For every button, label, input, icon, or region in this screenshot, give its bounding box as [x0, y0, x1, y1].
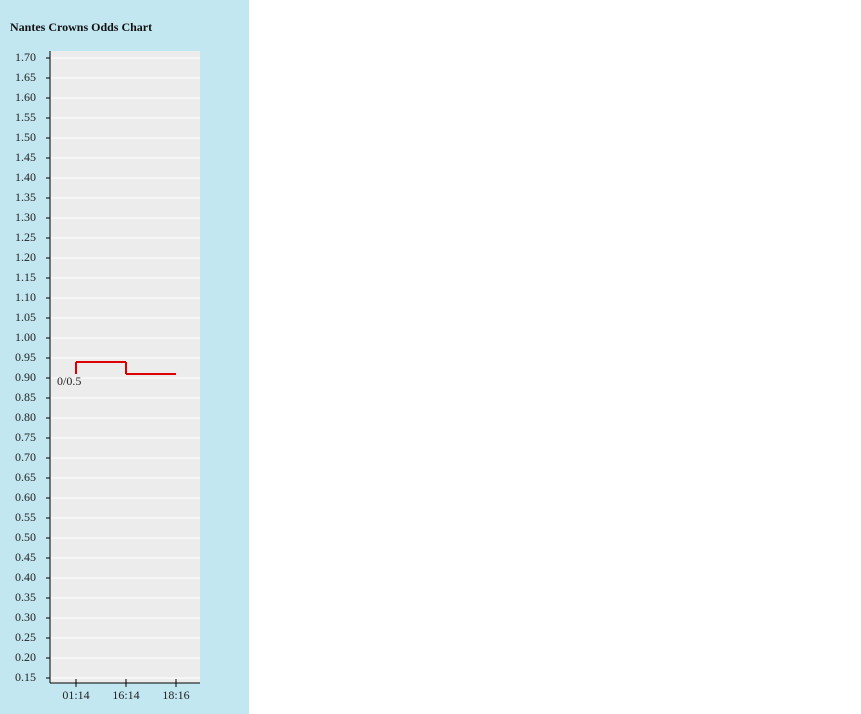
y-tick-label: 1.15: [15, 270, 36, 284]
y-tick-label: 1.40: [15, 170, 36, 184]
chart-title: Nantes Crowns Odds Chart: [10, 20, 152, 34]
y-tick-label: 0.65: [15, 470, 36, 484]
y-tick-label: 1.05: [15, 310, 36, 324]
y-tick-label: 1.30: [15, 210, 36, 224]
y-tick-label: 1.20: [15, 250, 36, 264]
y-tick-label: 0.15: [15, 670, 36, 684]
y-tick-label: 0.55: [15, 510, 36, 524]
x-tick-label: 01:14: [62, 688, 89, 702]
y-tick-label: 1.55: [15, 110, 36, 124]
x-tick-label: 16:14: [112, 688, 139, 702]
y-tick-label: 0.70: [15, 450, 36, 464]
y-tick-label: 0.40: [15, 570, 36, 584]
y-tick-label: 0.35: [15, 590, 36, 604]
y-tick-label: 1.70: [15, 50, 36, 64]
y-tick-label: 1.45: [15, 150, 36, 164]
x-tick-label: 18:16: [162, 688, 189, 702]
y-tick-label: 1.25: [15, 230, 36, 244]
y-tick-label: 1.65: [15, 70, 36, 84]
y-tick-label: 0.30: [15, 610, 36, 624]
y-tick-label: 0.20: [15, 650, 36, 664]
y-tick-label: 1.50: [15, 130, 36, 144]
y-tick-label: 0.80: [15, 410, 36, 424]
y-tick-label: 1.60: [15, 90, 36, 104]
y-tick-label: 1.00: [15, 330, 36, 344]
y-tick-label: 1.10: [15, 290, 36, 304]
annotation: 0/0.5: [57, 374, 81, 388]
y-tick-label: 0.60: [15, 490, 36, 504]
y-tick-label: 0.50: [15, 530, 36, 544]
y-tick-label: 0.95: [15, 350, 36, 364]
y-tick-label: 0.45: [15, 550, 36, 564]
y-tick-label: 0.85: [15, 390, 36, 404]
y-tick-label: 1.35: [15, 190, 36, 204]
y-tick-label: 0.90: [15, 370, 36, 384]
y-tick-label: 0.25: [15, 630, 36, 644]
y-tick-label: 0.75: [15, 430, 36, 444]
